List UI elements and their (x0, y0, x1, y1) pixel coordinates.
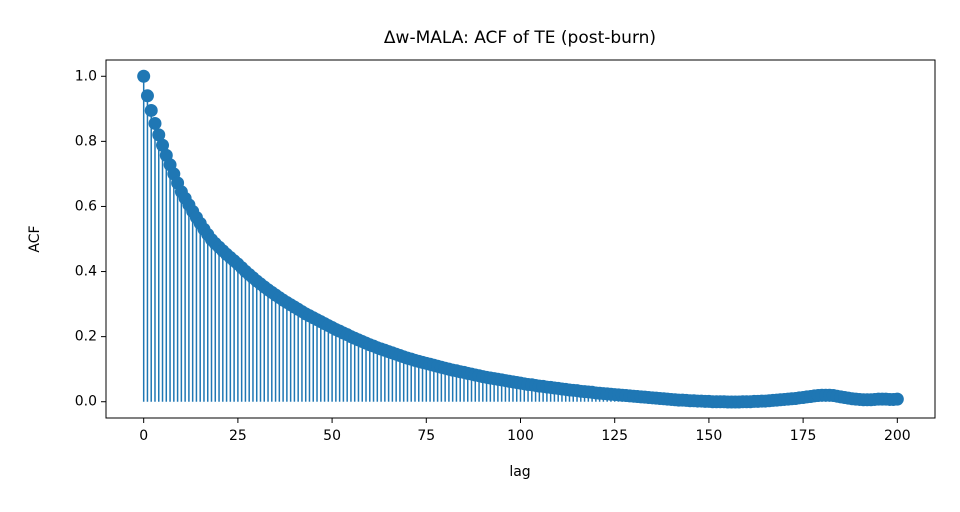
x-tick-label: 25 (229, 428, 247, 444)
y-tick-label: 0.8 (75, 133, 97, 149)
x-tick-label: 150 (696, 428, 723, 444)
stem-marker (137, 69, 151, 83)
x-tick-label: 100 (507, 428, 534, 444)
x-axis-label: lag (509, 464, 530, 480)
y-tick-label: 1.0 (75, 68, 97, 84)
y-tick-label: 0.2 (75, 329, 97, 345)
x-tick-label: 175 (790, 428, 817, 444)
stem-marker (144, 103, 158, 117)
x-tick-label: 200 (884, 428, 911, 444)
stem-marker (156, 138, 170, 152)
y-axis-label: ACF (27, 225, 43, 252)
x-tick-label: 125 (601, 428, 628, 444)
stem-marker (148, 116, 162, 130)
plot-frame (105, 59, 936, 419)
x-tick-label: 0 (139, 428, 148, 444)
stem-marker (140, 89, 154, 103)
x-tick-label: 75 (417, 428, 435, 444)
stem-marker (152, 128, 166, 142)
y-tick-label: 0.0 (75, 394, 97, 410)
chart-title: Δw-MALA: ACF of TE (post-burn) (384, 28, 656, 48)
x-tick-label: 50 (323, 428, 341, 444)
stem-marker (890, 392, 904, 406)
y-tick-label: 0.4 (75, 264, 97, 280)
y-tick-label: 0.6 (75, 198, 97, 214)
